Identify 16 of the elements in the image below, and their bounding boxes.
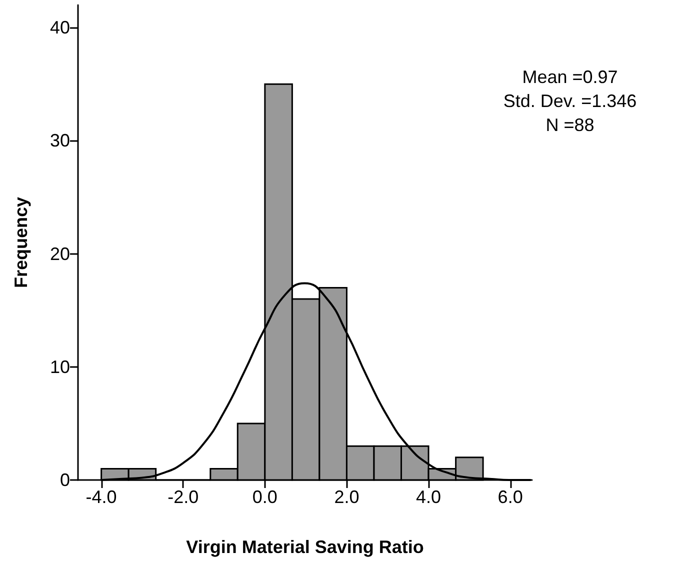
y-tick-label: 20 [50, 244, 70, 264]
y-tick-label: 30 [50, 130, 70, 151]
text: N =88 [546, 115, 594, 135]
annotation: Mean =0.97 [522, 67, 618, 87]
y-tick-label: 10 [50, 356, 70, 377]
x-tick-label: 6.0 [498, 487, 523, 507]
x-tick-label: 0.0 [252, 487, 278, 507]
annotation: Std. Dev. =1.346 [503, 91, 637, 111]
y-axis-title: Frequency [11, 196, 31, 288]
y-tick-label: 40 [50, 18, 70, 38]
x-tick-label: -4.0 [86, 487, 117, 507]
x-axis-title: Virgin Material Saving Ratio [186, 537, 424, 557]
x-tick-label: 2.0 [334, 487, 360, 507]
x-tick-label: 4.0 [416, 487, 442, 507]
x-tick-label: -2.0 [168, 487, 199, 507]
y-tick-label: 0 [60, 470, 70, 490]
